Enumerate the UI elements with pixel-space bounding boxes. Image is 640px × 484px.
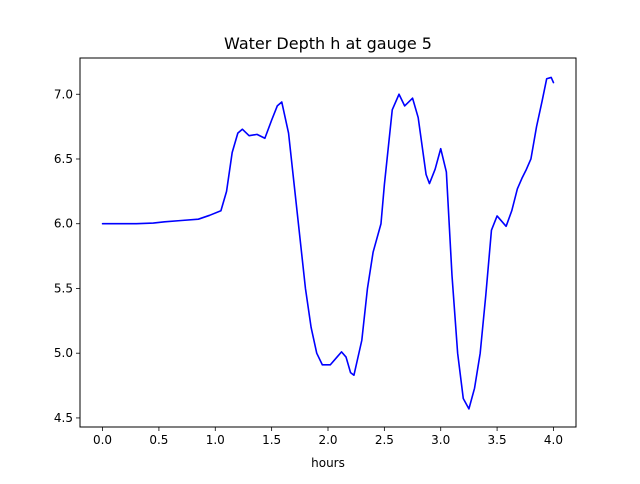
x-tick-label: 0.0 (93, 433, 112, 447)
x-tick-label: 2.0 (318, 433, 337, 447)
y-tick-label: 7.0 (54, 87, 73, 101)
series-line-1 (101, 76, 555, 410)
y-tick-label: 5.0 (54, 346, 73, 360)
x-tick-label: 4.0 (544, 433, 563, 447)
y-tick-label: 4.5 (54, 411, 73, 425)
x-tick-label: 2.5 (375, 433, 394, 447)
y-tick-label: 5.5 (54, 281, 73, 295)
plot-area: 0.0 0.5 1.0 1.5 2.0 2.5 3.0 3.5 4.0 4.5 5.0 5.5 6.0 6… (54, 57, 577, 447)
x-axis-label: hours (311, 456, 345, 470)
x-tick-label: 3.0 (431, 433, 450, 447)
x-tick-label: 3.5 (488, 433, 507, 447)
x-tick-label: 1.0 (206, 433, 225, 447)
x-tick-label: 1.5 (262, 433, 281, 447)
y-tick-label: 6.0 (54, 217, 73, 231)
x-tick-label: 0.5 (149, 433, 168, 447)
y-tick-label: 6.5 (54, 152, 73, 166)
axes-frame (79, 57, 577, 428)
chart-title: Water Depth h at gauge 5 (224, 34, 432, 53)
